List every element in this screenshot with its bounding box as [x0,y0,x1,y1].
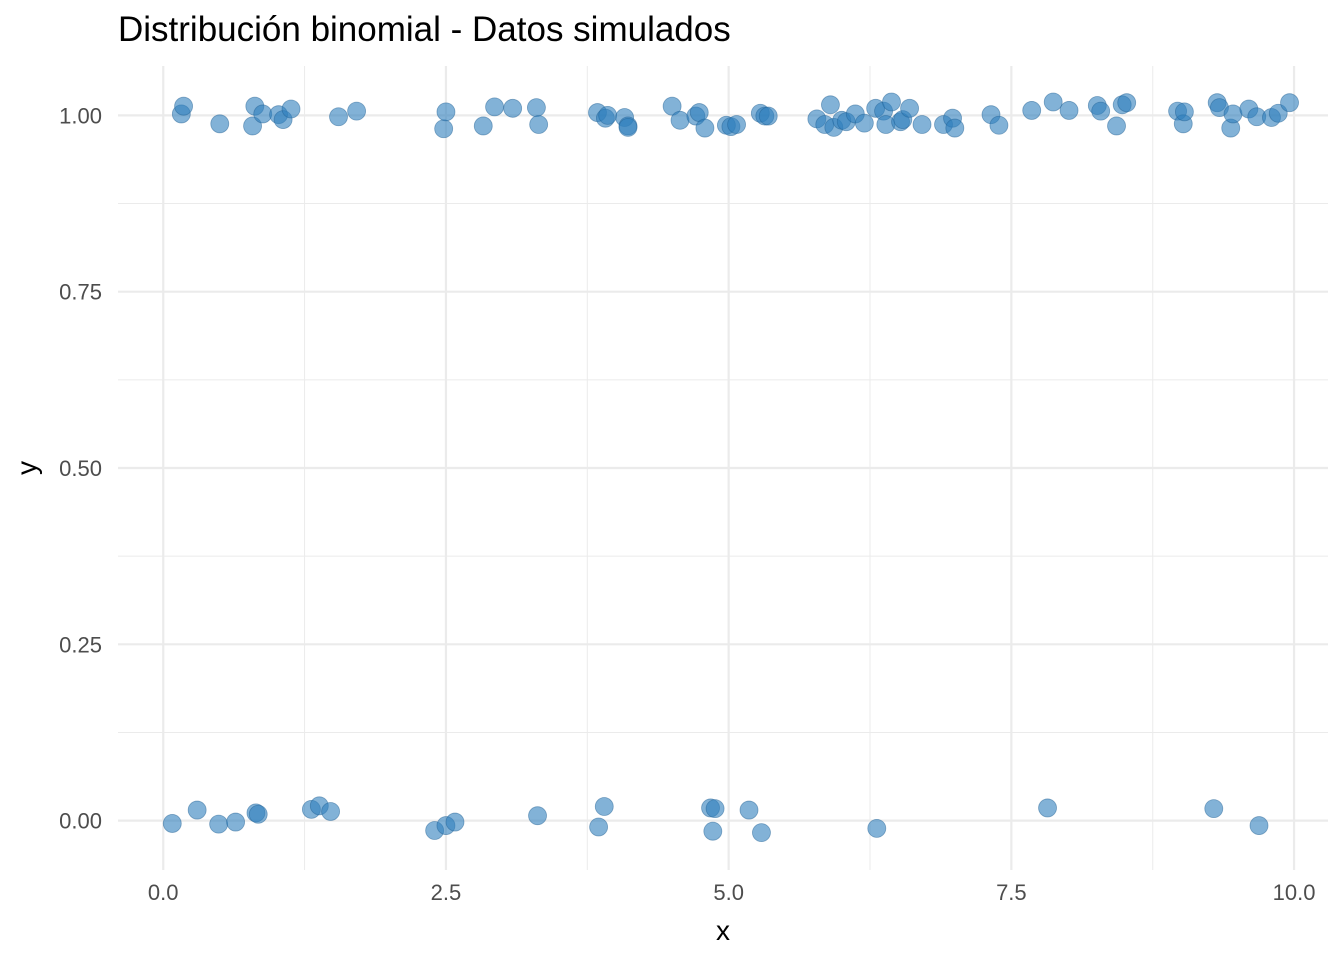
data-point [321,802,340,821]
data-point [900,98,919,118]
data-point [209,814,229,834]
data-point [989,115,1009,135]
data-point [882,92,901,112]
data-point [594,797,614,816]
data-point [527,98,546,118]
data-point [253,104,273,124]
y-axis-title: y [11,461,42,475]
data-point [598,105,618,125]
y-tick-label: 0.50 [59,456,102,481]
data-point [445,812,465,832]
data-points [162,92,1299,843]
data-point [1091,101,1111,121]
data-point [912,115,932,134]
data-point [162,814,182,833]
data-point [503,98,523,118]
data-point [174,96,193,116]
data-point [867,818,887,838]
y-tick-label: 0.75 [59,280,102,305]
data-point [821,95,840,115]
data-point [1038,798,1057,818]
grid-lines [118,66,1328,870]
data-point [1249,816,1269,835]
data-point [529,115,549,134]
data-point [854,113,874,133]
data-point [1204,799,1224,819]
data-point [226,812,246,832]
x-tick-label: 5.0 [713,880,744,905]
x-tick-label: 7.5 [996,880,1027,905]
x-tick-label: 0.0 [148,880,179,905]
data-point [695,118,715,138]
data-point [1223,104,1243,124]
data-point [1059,101,1079,120]
data-point [528,806,547,826]
data-point [703,821,723,841]
data-point [1280,93,1299,113]
data-point [662,96,682,116]
data-point [1174,102,1194,122]
y-tick-label: 0.00 [59,809,102,834]
data-point [187,800,207,820]
data-point [945,118,965,138]
x-axis-title: x [716,915,730,946]
data-point [758,106,778,126]
data-point [727,115,746,134]
y-tick-label: 0.25 [59,632,102,657]
data-point [436,102,456,122]
data-point [618,117,638,137]
tick-labels: 0.0 2.5 5.0 7.5 10.0 0.00 0.25 0.50 0.75 1.00 [59,103,1315,905]
y-tick-label: 1.00 [59,103,102,128]
data-point [473,116,493,136]
data-point [485,97,504,117]
data-point [1107,116,1126,136]
data-point [705,799,725,819]
chart-title: Distribución binomial - Datos simulados [118,10,731,49]
data-point [281,99,301,119]
data-point [1117,93,1137,113]
data-point [210,114,230,134]
data-point [248,804,268,824]
data-point [752,823,771,843]
data-point [670,110,690,130]
data-point [589,817,609,837]
data-point [329,107,348,127]
data-point [739,800,759,820]
x-tick-label: 10.0 [1273,880,1316,905]
data-point [347,101,367,121]
data-point [1043,92,1063,112]
x-tick-label: 2.5 [431,880,462,905]
data-point [1022,101,1042,120]
data-point [434,119,454,139]
